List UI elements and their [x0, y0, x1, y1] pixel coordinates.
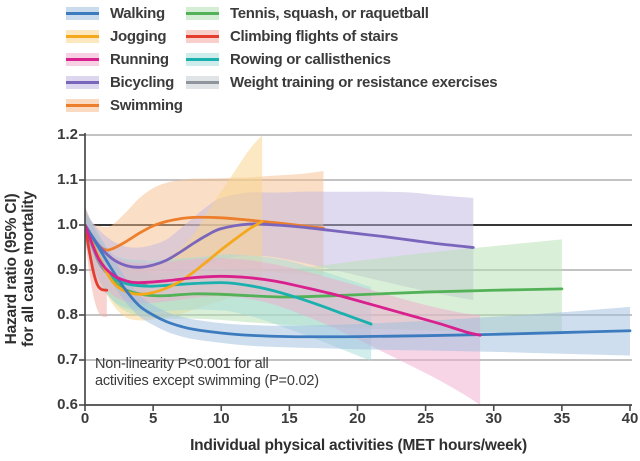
y-tick-label-0.9: 0.9	[57, 261, 78, 278]
line-jogging	[85, 220, 264, 296]
y-tick-label-0.8: 0.8	[57, 306, 78, 323]
legend-swatch-climbing-flights-of-stairs	[186, 30, 219, 43]
legend-swatch-jogging	[66, 30, 99, 43]
legend-item-swimming: Swimming	[66, 94, 183, 117]
legend-swatch-rowing-or-callisthenics	[186, 53, 219, 66]
legend-column-1: Walking Jogging Running Bicycling Swimming	[66, 2, 183, 117]
legend-line	[66, 57, 99, 62]
legend-swatch-running	[66, 53, 99, 66]
legend-line	[66, 103, 99, 108]
legend-line	[66, 80, 99, 85]
x-tick-label-15: 15	[281, 410, 298, 427]
y-tick-label-0.7: 0.7	[57, 351, 78, 368]
y-axis-title-line2: for all cause mortality	[20, 191, 37, 347]
x-tick-label-5: 5	[148, 410, 158, 427]
x-tick-label-20: 20	[349, 410, 366, 427]
legend-item-weight-training-or-resistance-exercises: Weight training or resistance exercises	[186, 71, 498, 94]
legend-label: Tennis, squash, or raquetball	[230, 5, 429, 22]
legend-swatch-swimming	[66, 99, 99, 112]
x-axis-title: Individual physical activities (MET hour…	[190, 437, 527, 454]
y-tick-label-0.6: 0.6	[57, 396, 78, 413]
legend-line	[66, 34, 99, 39]
legend-item-walking: Walking	[66, 2, 183, 25]
legend-item-running: Running	[66, 48, 183, 71]
x-tick-label-0: 0	[80, 410, 90, 427]
legend-label: Bicycling	[110, 74, 174, 91]
legend-label: Jogging	[110, 28, 167, 45]
x-tick-label-40: 40	[621, 410, 639, 427]
legend-label: Rowing or callisthenics	[230, 51, 391, 68]
legend-swatch-walking	[66, 7, 99, 20]
line-rowing-or-callisthenics	[85, 223, 373, 326]
line-running	[85, 223, 482, 337]
legend-label: Running	[110, 51, 169, 68]
legend-item-climbing-flights-of-stairs: Climbing flights of stairs	[186, 25, 497, 48]
legend-column-2: Tennis, squash, or raquetball Climbing fl…	[186, 2, 498, 94]
legend-swatch-tennis-squash-or-raquetball	[186, 7, 219, 20]
legend-item-tennis-squash-or-raquetball: Tennis, squash, or raquetball	[186, 2, 497, 25]
y-axis-title: Hazard ratio (95% CI) for all cause mort…	[0, 133, 40, 405]
legend-line	[186, 80, 219, 85]
legend-label: Swimming	[110, 97, 183, 114]
legend-label: Walking	[110, 5, 165, 22]
annotation-line1: Non-linearity P<0.001 for all	[95, 356, 269, 372]
legend-swatch-bicycling	[66, 76, 99, 89]
y-tick-label-1.0: 1.0	[57, 216, 78, 233]
legend-item-rowing-or-callisthenics: Rowing or callisthenics	[186, 48, 497, 71]
legend-item-jogging: Jogging	[66, 25, 183, 48]
legend-swatch-weight-training-or-resistance-exercises	[186, 76, 219, 89]
line-climbing-flights-of-stairs	[85, 223, 109, 292]
legend-label: Weight training or resistance exercises	[230, 74, 498, 91]
annotation-line2: activities except swimming (P=0.02)	[95, 372, 319, 389]
legend-label: Climbing flights of stairs	[230, 28, 399, 45]
y-axis-title-line1: Hazard ratio (95% CI)	[3, 193, 20, 345]
x-tick-label-10: 10	[212, 410, 230, 427]
legend-line	[66, 11, 99, 16]
line-walking	[85, 223, 632, 339]
x-tick-label-25: 25	[417, 410, 434, 427]
legend-line	[186, 34, 219, 39]
ci-band-walking	[85, 211, 630, 356]
y-tick-label-1.1: 1.1	[57, 171, 78, 188]
line-bicycling	[85, 222, 475, 269]
nonlinearity-annotation: Non-linearity P<0.001 for all activities…	[95, 356, 319, 389]
legend-line	[186, 57, 219, 62]
legend-item-bicycling: Bicycling	[66, 71, 183, 94]
x-tick-label-35: 35	[553, 410, 571, 427]
line-tennis-squash-or-raquetball	[85, 223, 564, 299]
ci-band-running	[85, 207, 481, 405]
x-tick-label-30: 30	[485, 410, 503, 427]
y-tick-label-1.2: 1.2	[57, 126, 78, 143]
legend-line	[186, 11, 219, 16]
